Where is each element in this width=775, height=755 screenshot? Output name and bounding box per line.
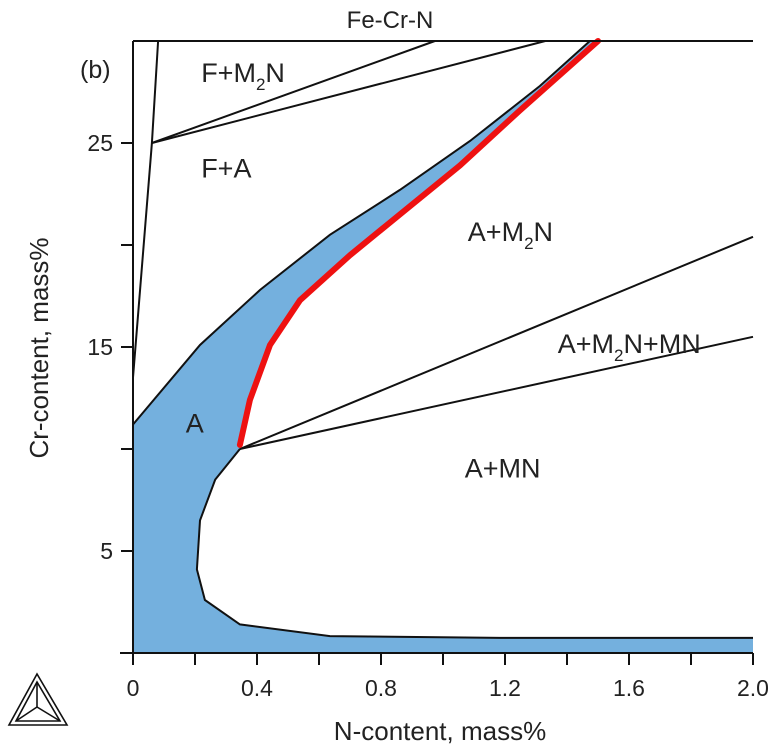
austenite-region xyxy=(133,41,753,653)
x-tick-label: 1.6 xyxy=(613,675,645,701)
panel-label: (b) xyxy=(80,56,111,84)
austenite-lower-boundary xyxy=(195,448,753,639)
region-label-a-m2n: A+M2N xyxy=(468,217,553,253)
x-axis-label: N-content, mass% xyxy=(334,716,546,746)
phase-boundary-line-1 xyxy=(151,40,436,144)
y-tick-label: 5 xyxy=(100,538,113,564)
highlight-red-line xyxy=(236,38,601,448)
phase-boundary-line-4 xyxy=(239,335,754,450)
austenite-upper-boundary xyxy=(132,40,591,426)
region-label-a: A xyxy=(186,409,204,439)
y-tick-label: 25 xyxy=(87,130,113,156)
region-label-f-m2n: F+M2N xyxy=(201,58,285,94)
region-label-a-mn: A+MN xyxy=(465,454,541,484)
phase-boundary-line-2 xyxy=(151,40,546,144)
phase-boundary-line-3 xyxy=(239,235,754,450)
x-tick-label: 0 xyxy=(127,675,140,701)
plot-area: 0 0.4 0.8 1.2 1.6 2.0 5 15 25 F+M2N F+A A+M2N A+M2N+… xyxy=(87,38,769,701)
region-label-a-m2n-mn: A+M2N+MN xyxy=(558,329,701,365)
chart-title: Fe-Cr-N xyxy=(347,7,434,34)
thermo-calc-logo-icon xyxy=(7,672,69,726)
x-tick-label: 2.0 xyxy=(737,675,769,701)
x-tick-label: 1.2 xyxy=(489,675,521,701)
region-label-f-a: F+A xyxy=(201,154,251,184)
y-tick-label: 15 xyxy=(87,334,113,360)
x-tick-label: 0.4 xyxy=(241,675,273,701)
y-axis-label: Cr-content, mass% xyxy=(24,237,54,458)
phase-boundary-line-0 xyxy=(132,40,160,378)
x-tick-label: 0.8 xyxy=(365,675,397,701)
